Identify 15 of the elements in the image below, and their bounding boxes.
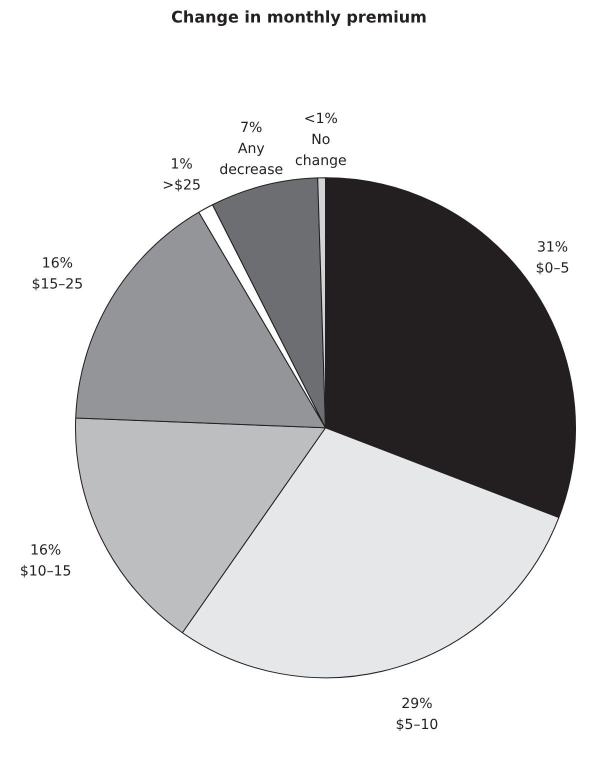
slice-label: >$25	[162, 178, 201, 194]
slice-label: $10–15	[20, 564, 72, 580]
slice-label: No change	[295, 132, 347, 170]
data-label: <1%	[304, 110, 338, 127]
slice-label: $15–25	[32, 276, 84, 292]
chart-title: Change in monthly premium	[171, 8, 427, 26]
slice-label: Any decrease	[219, 140, 284, 178]
data-label: 1%	[170, 156, 193, 173]
data-label: 16%	[42, 255, 73, 272]
data-label: 7%	[240, 120, 262, 136]
slice-label: $0–5	[536, 260, 570, 277]
data-label: 16%	[30, 542, 62, 559]
data-label: 31%	[536, 239, 568, 256]
data-label: 29%	[401, 696, 433, 712]
slice-label: $5–10	[396, 717, 438, 734]
